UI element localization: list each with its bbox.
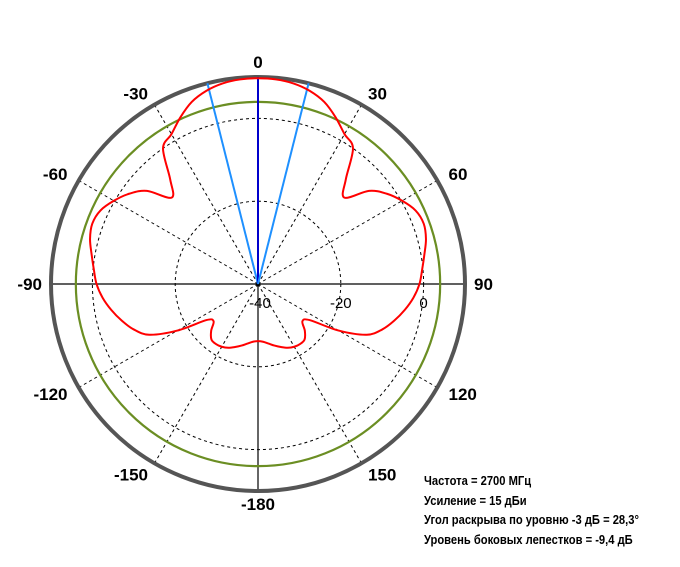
beam-edge-line bbox=[206, 83, 259, 285]
radiation-pattern bbox=[89, 77, 427, 349]
radial-gridline bbox=[78, 180, 259, 285]
angle-label: -180 bbox=[241, 495, 275, 514]
pattern-line bbox=[89, 77, 427, 349]
ring-label: -40 bbox=[249, 295, 271, 312]
info-frequency: Частота = 2700 МГц bbox=[424, 473, 532, 488]
radial-gridline bbox=[154, 283, 259, 464]
beam-lines bbox=[206, 77, 310, 285]
info-gain: Усиление = 15 дБи bbox=[424, 492, 527, 508]
angle-label: -90 bbox=[17, 275, 42, 294]
radial-gridline bbox=[257, 104, 362, 285]
angle-label: 120 bbox=[449, 385, 477, 404]
angle-label: -120 bbox=[33, 385, 67, 404]
angle-label: -60 bbox=[43, 165, 68, 184]
angle-label: 150 bbox=[368, 466, 396, 485]
radial-gridline bbox=[154, 104, 259, 285]
info-panel: Частота = 2700 МГц Усиление = 15 дБи Уго… bbox=[424, 471, 639, 549]
angle-label: 30 bbox=[368, 85, 387, 104]
radial-gridline bbox=[257, 283, 438, 388]
radial-gridline bbox=[78, 283, 259, 388]
angle-label: -150 bbox=[114, 466, 148, 485]
radial-gridline bbox=[257, 180, 438, 285]
beam-edge-line bbox=[257, 83, 310, 285]
ring-labels: -40 -20 0 bbox=[249, 295, 428, 312]
radial-gridline bbox=[257, 283, 362, 464]
angle-label: 0 bbox=[253, 53, 262, 72]
angle-label: 60 bbox=[449, 165, 468, 184]
angle-label: -30 bbox=[123, 85, 148, 104]
ring-label: 0 bbox=[419, 295, 427, 312]
info-beamwidth: Угол раскрыва по уровню -3 дБ = 28,3° bbox=[424, 512, 639, 527]
angle-label: 90 bbox=[474, 275, 493, 294]
ring-label: -20 bbox=[330, 295, 352, 312]
angle-labels: 0 30 60 90 120 150 -180 -150 -120 -90 -60 -30 bbox=[17, 53, 493, 514]
info-sidelobe-level: Уровень боковых лепестков = -9,4 дБ bbox=[424, 531, 633, 547]
